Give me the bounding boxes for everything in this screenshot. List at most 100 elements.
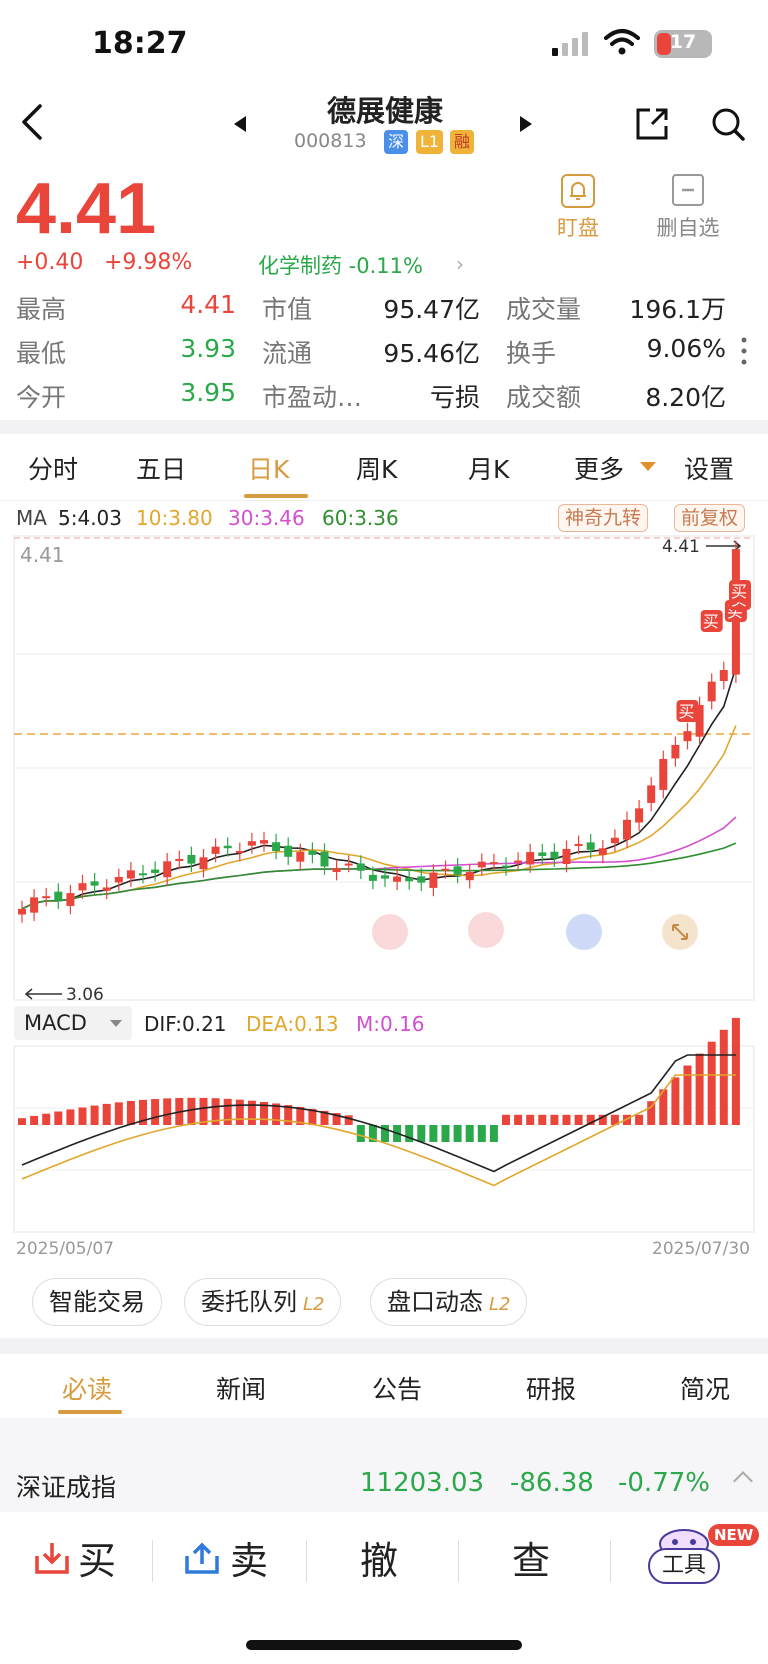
candle-body	[187, 854, 196, 864]
macd-histogram-bar	[598, 1114, 607, 1125]
signal-icon	[552, 32, 588, 56]
divider	[152, 1540, 153, 1582]
order-queue-button[interactable]: 委托队列 L2	[184, 1278, 342, 1326]
macd-histogram-bar	[671, 1077, 680, 1125]
macd-histogram-bar	[477, 1125, 486, 1142]
event-bubble-icon	[468, 912, 504, 948]
tab-announcements[interactable]: 公告	[372, 1375, 423, 1404]
more-dots-icon[interactable]	[740, 336, 748, 366]
stat-mcap-label: 市值	[262, 295, 313, 324]
macd-histogram-bar	[356, 1125, 365, 1142]
candle-body	[623, 819, 631, 840]
index-ticker[interactable]	[0, 1452, 768, 1512]
axis-top-price: 4.41	[20, 543, 65, 567]
tab-weekly-k[interactable]: 周K	[356, 455, 398, 484]
stat-amount-label: 成交额	[506, 383, 582, 412]
prev-stock-icon[interactable]	[232, 114, 248, 134]
candle-body	[247, 841, 256, 846]
tab-research[interactable]: 研报	[526, 1375, 577, 1404]
candle-body	[308, 850, 317, 855]
macd-histogram-bar	[623, 1114, 631, 1125]
ma-label: MA	[16, 506, 47, 530]
macd-dif-line	[21, 1054, 736, 1173]
candle-body	[54, 891, 63, 901]
share-icon[interactable]	[634, 106, 670, 142]
stat-amount: 8.20亿	[645, 383, 726, 412]
candle-body	[90, 881, 99, 886]
minus-icon	[672, 174, 704, 206]
tab-monthly-k[interactable]: 月K	[468, 455, 510, 484]
sell-button[interactable]: 卖	[230, 1539, 269, 1583]
macd-histogram-bar	[320, 1110, 329, 1125]
dropdown-caret-icon[interactable]	[640, 462, 656, 471]
tab-must-read[interactable]: 必读	[62, 1375, 113, 1404]
macd-histogram-bar	[139, 1099, 147, 1125]
macd-histogram-bar	[235, 1099, 244, 1125]
tab-underline	[244, 494, 308, 498]
price-change: +0.40	[16, 250, 84, 275]
candle-body	[429, 872, 438, 888]
macd-dif: DIF:0.21	[144, 1012, 227, 1036]
tab-profile[interactable]: 简况	[680, 1375, 731, 1404]
macd-histogram-bar	[695, 1053, 704, 1125]
cancel-order-button[interactable]: 撤	[360, 1539, 399, 1583]
sector-link[interactable]: 化学制药 -0.11%	[258, 254, 423, 278]
chevron-right-icon[interactable]: ›	[456, 252, 464, 276]
candle-body	[356, 863, 365, 871]
smart-trade-button[interactable]: 智能交易	[32, 1278, 162, 1326]
macd-histogram-bar	[429, 1125, 438, 1142]
order-book-button[interactable]: 盘口动态 L2	[370, 1278, 528, 1326]
ma5-value: 5:4.03	[58, 506, 122, 530]
tab-daily-k[interactable]: 日K	[248, 455, 290, 484]
candle-body	[284, 845, 293, 857]
stat-float: 95.46亿	[383, 339, 480, 368]
divider	[306, 1540, 307, 1582]
buy-signal-label: 买	[703, 612, 719, 631]
tools-button[interactable]: 工具	[648, 1548, 720, 1584]
nine-turn-button[interactable]: 神奇九转	[558, 504, 649, 532]
search-icon[interactable]	[710, 106, 746, 142]
next-stock-icon[interactable]	[518, 114, 534, 134]
tab-intraday[interactable]: 分时	[28, 455, 79, 484]
macd-histogram-bar	[66, 1109, 75, 1125]
indicator-select[interactable]: MACD	[14, 1006, 132, 1040]
candle-body	[393, 876, 402, 882]
macd-histogram-bar	[18, 1118, 26, 1125]
macd-histogram-bar	[308, 1108, 317, 1125]
remove-label: 删自选	[656, 216, 720, 240]
tab-news[interactable]: 新闻	[216, 1375, 267, 1404]
tab-five-day[interactable]: 五日	[136, 455, 187, 484]
adjust-mode-button[interactable]: 前复权	[674, 504, 746, 532]
candle-body	[332, 868, 341, 873]
kline-chart[interactable]: 4.41 4.41 3.06 买买买买买 2025/05/07 2025/07/…	[0, 530, 768, 1270]
candle-body	[260, 840, 268, 844]
macd-histogram-bar	[272, 1103, 281, 1125]
candle-body	[163, 861, 172, 878]
tab-settings[interactable]: 设置	[684, 455, 735, 484]
macd-histogram-bar	[163, 1098, 172, 1125]
watch-button[interactable]: 盯盘	[546, 174, 610, 242]
candle-body	[381, 875, 389, 879]
candle-body	[514, 860, 523, 863]
ma60-line	[21, 842, 737, 910]
query-button[interactable]: 查	[512, 1539, 551, 1583]
macd-histogram-bar	[114, 1102, 123, 1125]
stat-open: 3.95	[180, 378, 236, 407]
tab-more[interactable]: 更多	[574, 455, 625, 484]
back-icon[interactable]	[14, 100, 54, 144]
candle-body	[114, 876, 123, 883]
candle-body	[320, 851, 329, 867]
candle-body	[66, 893, 75, 906]
remove-watchlist-button[interactable]: 删自选	[648, 174, 728, 242]
wifi-icon	[604, 29, 640, 55]
macd-histogram-bar	[550, 1114, 559, 1125]
candle-body	[405, 877, 414, 882]
stat-volume: 196.1万	[629, 295, 726, 324]
macd-dea: DEA:0.13	[246, 1012, 339, 1036]
divider	[610, 1540, 611, 1582]
macd-histogram-bar	[126, 1101, 135, 1125]
candle-body	[671, 744, 680, 759]
buy-button[interactable]: 买	[78, 1539, 117, 1583]
candle-body	[683, 731, 692, 742]
macd-histogram-bar	[647, 1101, 656, 1125]
